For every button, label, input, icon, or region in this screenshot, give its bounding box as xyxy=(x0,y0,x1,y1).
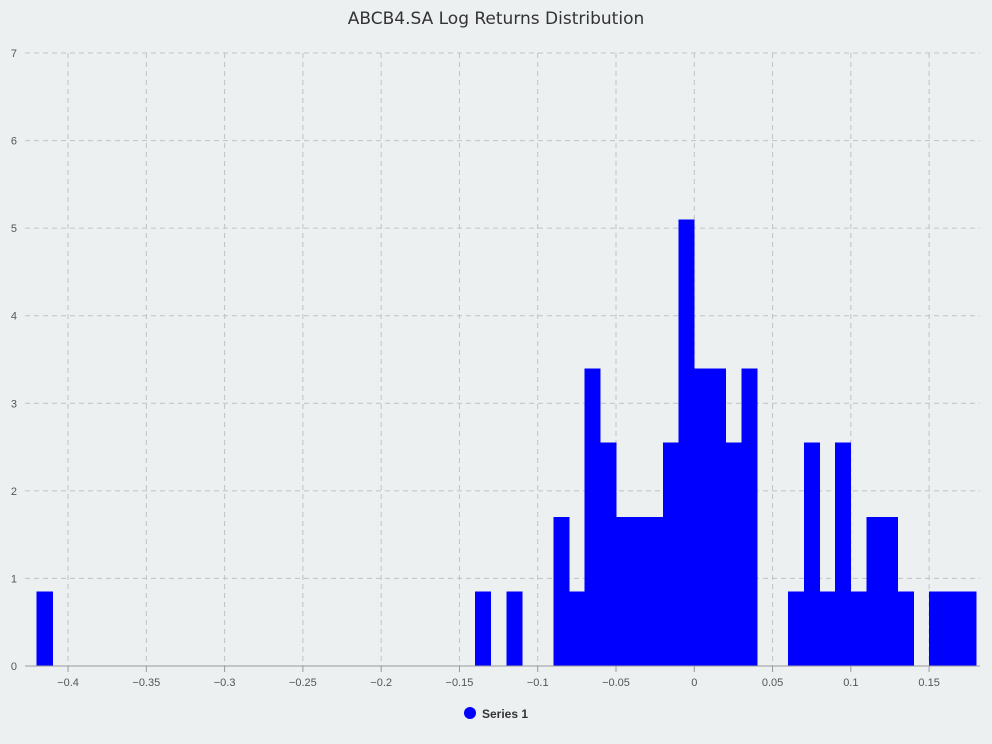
x-tick-label: −0.35 xyxy=(132,677,160,689)
histogram-bar[interactable] xyxy=(835,442,852,666)
histogram-bar[interactable] xyxy=(709,368,726,666)
y-tick-label: 2 xyxy=(11,486,17,498)
histogram-bar[interactable] xyxy=(960,591,977,666)
y-tick-label: 1 xyxy=(11,573,17,585)
histogram-bar[interactable] xyxy=(600,442,617,666)
histogram-bar[interactable] xyxy=(616,517,633,666)
x-tick-label: −0.25 xyxy=(289,677,317,689)
y-tick-label: 4 xyxy=(11,311,17,323)
histogram-bar[interactable] xyxy=(929,591,946,666)
x-tick-label: 0.15 xyxy=(918,677,939,689)
histogram-bar[interactable] xyxy=(741,368,758,666)
histogram-bar[interactable] xyxy=(584,368,601,666)
histogram-bar[interactable] xyxy=(36,591,53,666)
histogram-bar[interactable] xyxy=(678,219,695,666)
chart-title: ABCB4.SA Log Returns Distribution xyxy=(348,9,645,29)
histogram-bar[interactable] xyxy=(897,591,914,666)
x-tick-label: −0.4 xyxy=(57,677,79,689)
x-tick-label: −0.15 xyxy=(446,677,474,689)
histogram-bar[interactable] xyxy=(803,442,820,666)
legend[interactable]: Series 1 xyxy=(464,707,528,721)
x-tick-label: 0.05 xyxy=(762,677,783,689)
histogram-bar[interactable] xyxy=(788,591,805,666)
legend-marker-series-1[interactable] xyxy=(464,707,476,719)
histogram-bar[interactable] xyxy=(882,517,899,666)
histogram-bar[interactable] xyxy=(553,517,570,666)
histogram-bar[interactable] xyxy=(850,591,867,666)
y-tick-label: 0 xyxy=(11,661,17,673)
histogram-bar[interactable] xyxy=(506,591,523,666)
histogram-bar[interactable] xyxy=(866,517,883,666)
x-tick-label: 0.1 xyxy=(843,677,858,689)
histogram-bar[interactable] xyxy=(944,591,961,666)
y-tick-label: 3 xyxy=(11,398,17,410)
y-tick-label: 7 xyxy=(11,48,17,60)
histogram-bar[interactable] xyxy=(647,517,664,666)
histogram-bar[interactable] xyxy=(569,591,586,666)
bars xyxy=(36,219,977,666)
y-tick-label: 5 xyxy=(11,223,17,235)
x-tick-label: 0 xyxy=(691,677,697,689)
x-tick-label: −0.3 xyxy=(214,677,236,689)
histogram-bar[interactable] xyxy=(662,442,680,666)
histogram-bar[interactable] xyxy=(631,517,648,666)
x-tick-label: −0.05 xyxy=(602,677,630,689)
legend-label-series-1[interactable]: Series 1 xyxy=(482,707,528,721)
axes: 0 1 2 3 4 5 6 7 −0.4 −0.35 −0.3 −0.25 −0.2 −0.15 −0.1 −… xyxy=(11,48,980,689)
histogram-bar[interactable] xyxy=(819,591,836,666)
x-tick-label: −0.2 xyxy=(370,677,392,689)
y-tick-label: 6 xyxy=(11,136,17,148)
histogram-bar[interactable] xyxy=(694,368,711,666)
histogram-bar[interactable] xyxy=(725,442,742,666)
grid-lines xyxy=(25,52,980,666)
x-tick-label: −0.1 xyxy=(527,677,549,689)
histogram-bar[interactable] xyxy=(475,591,492,666)
